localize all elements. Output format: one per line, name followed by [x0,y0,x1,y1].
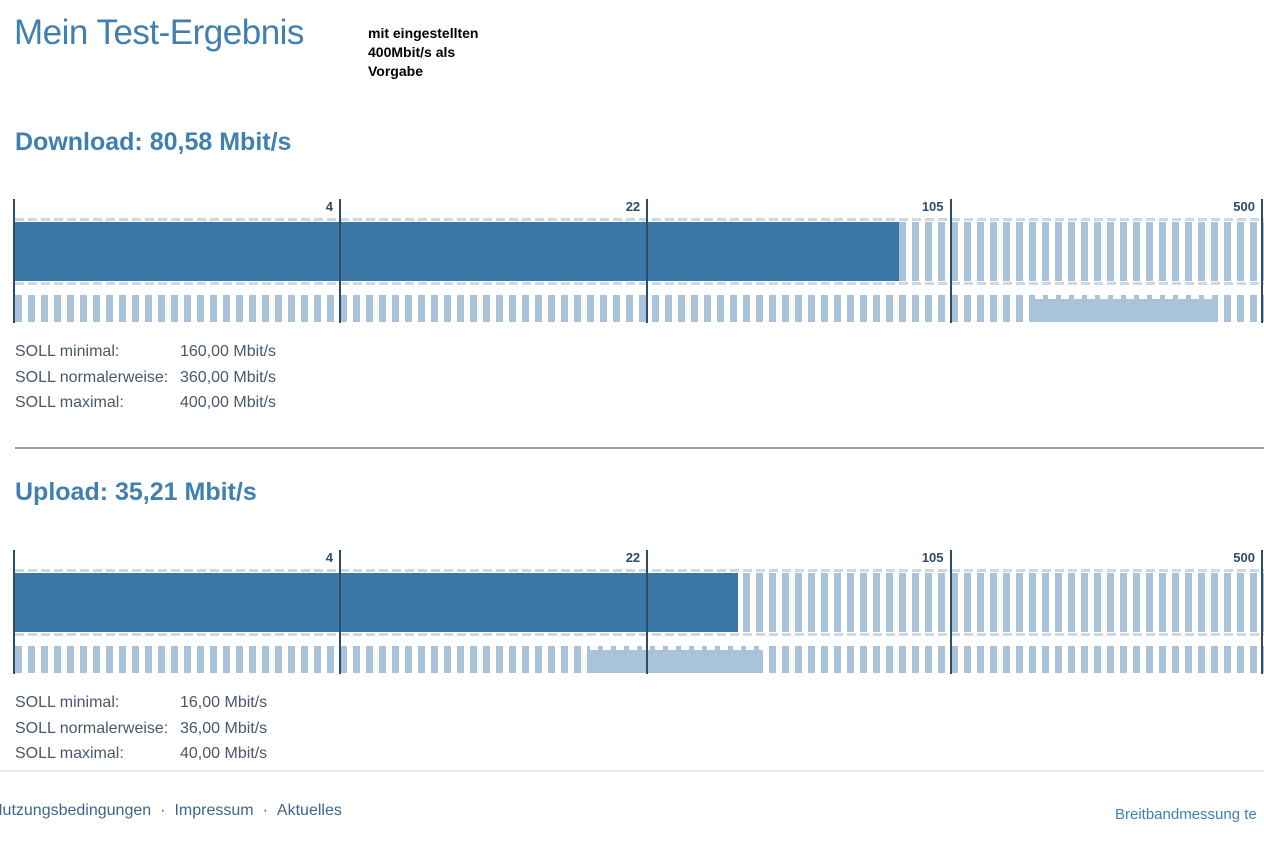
footer-link-aktuelles[interactable]: Aktuelles [276,802,342,819]
scale-tick-label: 105 [921,199,944,214]
upload-heading: Upload: 35,21 Mbit/s [15,478,257,507]
section-divider [15,447,1264,449]
scale-tick-label: 105 [921,550,944,565]
download-heading: Download: 80,58 Mbit/s [15,128,291,157]
detail-row: SOLL minimal: 16,00 Mbit/s [15,690,267,716]
scale-tick-label: 4 [325,199,334,214]
scale-left-edge-line [13,550,15,674]
detail-row: SOLL normalerweise: 360,00 Mbit/s [15,365,276,391]
detail-label: SOLL normalerweise: [15,368,169,386]
dashed-guideline [15,633,1264,636]
detail-value: 160,00 Mbit/s [180,343,277,360]
upload-target-range-band [589,646,764,673]
footer-separator: · [262,802,268,819]
scale-tick-label: 22 [625,199,641,214]
download-target-details: SOLL minimal: 160,00 Mbit/s SOLL normale… [15,339,276,416]
dashed-guideline [15,218,1264,221]
detail-label: SOLL maximal: [15,745,124,763]
scale-gridline [949,550,952,674]
detail-label: SOLL minimal: [15,694,120,711]
detail-label: SOLL maximal: [15,394,124,412]
scale-gridline [646,550,649,674]
scale-gridline [339,550,342,674]
footer-link-nutzungsbedingungen[interactable]: Nutzungsbedingungen [0,802,152,819]
scale-gridline [339,199,342,323]
upload-speed-gauge: 4 22 105 500 [0,547,1264,675]
download-measured-value: 80,58 Mbit/s [149,128,292,156]
scale-gridline [1260,550,1263,674]
detail-value: 36,00 Mbit/s [180,719,268,737]
preset-annotation: mit eingestellten 400Mbit/s als Vorgabe [368,24,528,81]
footer-divider [0,770,1264,772]
download-measured-bar [15,222,900,281]
detail-row: SOLL maximal: 40,00 Mbit/s [15,741,267,767]
download-target-range-band [1034,295,1218,322]
scale-left-edge-line [13,199,15,323]
detail-value: 360,00 Mbit/s [180,368,277,386]
dashed-guideline [15,282,1264,285]
scale-tick-label: 500 [1233,199,1255,214]
detail-value: 16,00 Mbit/s [180,694,268,711]
page-title: Mein Test-Ergebnis [14,13,304,52]
upload-measured-value: 35,21 Mbit/s [115,478,257,506]
detail-label: SOLL normalerweise: [15,719,169,737]
upload-measured-bar [15,573,739,632]
annotation-line: mit eingestellten [368,25,479,41]
detail-row: SOLL normalerweise: 36,00 Mbit/s [15,716,267,742]
dashed-guideline [15,569,1264,572]
scale-gridline [646,199,649,323]
download-heading-label: Download: [15,128,150,156]
detail-label: SOLL minimal: [15,343,120,360]
footer-separator: · [160,802,166,819]
scale-gridline [949,199,952,323]
footer-link-impressum[interactable]: Impressum [174,802,254,819]
upload-target-details: SOLL minimal: 16,00 Mbit/s SOLL normaler… [15,690,267,767]
footer-nav: Nutzungsbedingungen · Impressum · Aktuelles [0,802,342,820]
detail-value: 40,00 Mbit/s [180,745,268,763]
scale-gridline [1260,199,1263,323]
annotation-line: 400Mbit/s als [368,44,456,60]
scale-tick-label: 22 [625,550,641,565]
scale-tick-label: 500 [1233,550,1255,565]
scale-tick-label: 4 [325,550,334,565]
detail-value: 400,00 Mbit/s [180,394,277,412]
annotation-line: Vorgabe [368,63,423,79]
upload-heading-label: Upload: [15,478,115,506]
detail-row: SOLL maximal: 400,00 Mbit/s [15,390,276,416]
detail-row: SOLL minimal: 160,00 Mbit/s [15,339,276,365]
download-speed-gauge: 4 22 105 500 [0,196,1264,324]
footer-link-breitbandmessung[interactable]: Breitbandmessung te [1115,806,1257,823]
